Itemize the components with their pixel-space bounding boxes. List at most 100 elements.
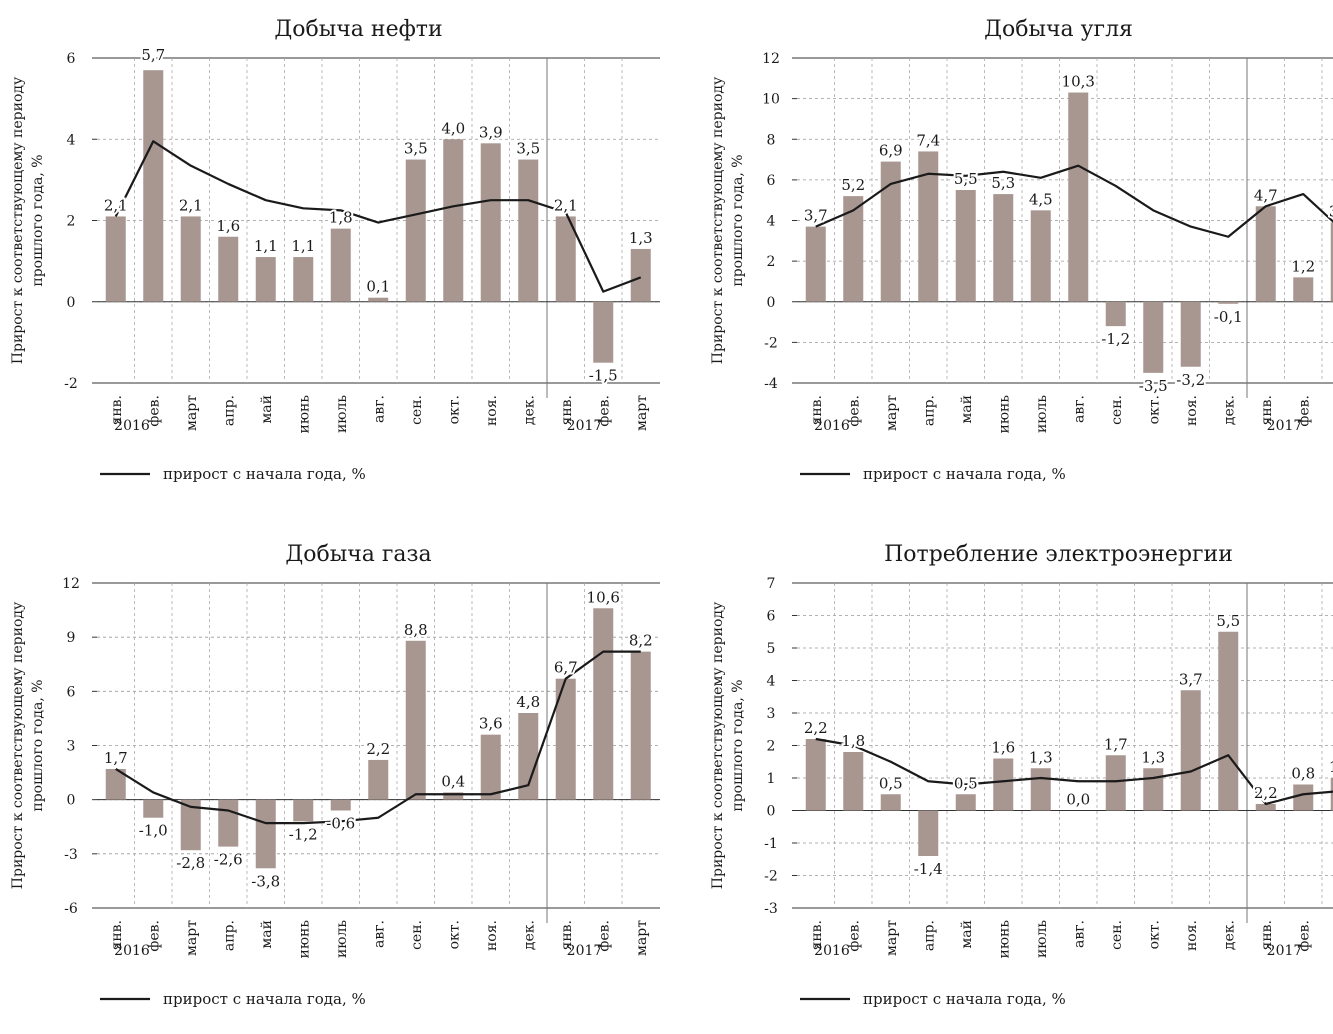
data-label: 8,8 [404, 621, 428, 639]
x-tick-label: апр. [221, 395, 237, 426]
year-label: 2016 [814, 943, 850, 959]
bar [180, 216, 201, 302]
y-tick-label: 4 [767, 674, 776, 690]
chart-svg: Добыча нефти Прирост к соответствующему п… [10, 17, 660, 483]
bar [143, 799, 164, 818]
x-tick-label: авг. [371, 395, 387, 423]
bar [255, 799, 276, 869]
x-tick-label: фев. [1296, 395, 1312, 427]
y-tick-label: 2 [767, 739, 776, 755]
y-tick-label: -2 [764, 335, 778, 351]
y-tick-label: 3 [67, 739, 76, 755]
x-tick-label: сен. [1109, 395, 1125, 425]
chart-svg: Добыча газа Прирост к соответствующему пе… [10, 542, 660, 1008]
bar [593, 608, 614, 800]
data-label: 3,9 [1329, 203, 1333, 221]
y-tick-label: 1 [767, 771, 776, 787]
data-label: 5,3 [991, 174, 1015, 192]
x-tick-label: июль [334, 395, 350, 433]
x-tick-label: фев. [1296, 920, 1312, 952]
y-tick-label: 6 [67, 684, 76, 700]
data-label: -0,6 [326, 815, 355, 833]
data-label: 1,1 [291, 237, 315, 255]
x-tick-label: апр. [221, 920, 237, 951]
data-label: 5,2 [841, 176, 865, 194]
data-label: -1,5 [589, 367, 618, 385]
data-label: 0,4 [441, 772, 465, 790]
data-label: 2,2 [804, 719, 828, 737]
chart-panel-gas: Добыча газа Прирост к соответствующему пе… [0, 525, 666, 1034]
data-label: 5,7 [141, 46, 165, 64]
bar [405, 159, 426, 302]
bar [1030, 768, 1051, 811]
data-label: 1,8 [841, 732, 865, 750]
bar [330, 228, 351, 302]
x-tick-label: авг. [371, 920, 387, 948]
chart-title: Добыча газа [285, 542, 431, 567]
data-label: 1,6 [991, 739, 1015, 757]
data-label: 1,3 [1141, 748, 1165, 766]
data-label: 10,6 [587, 588, 620, 606]
x-tick-label: июль [1034, 920, 1050, 958]
y-tick-label: 4 [767, 214, 776, 230]
bar [1255, 804, 1276, 811]
bar [555, 216, 576, 302]
data-label: 5,5 [954, 170, 978, 188]
y-tick-label: 0 [67, 295, 76, 311]
bar [918, 810, 939, 856]
bar [1218, 301, 1239, 304]
y-tick-label: 5 [767, 641, 776, 657]
data-label: -2,6 [214, 851, 243, 869]
bar [218, 799, 239, 847]
x-tick-label: апр. [921, 395, 937, 426]
chart-svg: Добыча угля Прирост к соответствующему пе… [710, 17, 1333, 483]
data-label: 4,7 [1254, 186, 1278, 204]
y-tick-label: -2 [764, 869, 778, 885]
y-tick-label: 0 [767, 295, 776, 311]
bar [1330, 222, 1333, 302]
x-tick-label: март [184, 920, 200, 956]
x-tick-label: апр. [921, 920, 937, 951]
data-label: -3,8 [251, 872, 280, 890]
bar [1143, 768, 1164, 811]
data-label: 1,2 [1291, 257, 1315, 275]
series-line [815, 164, 1333, 238]
bar [843, 196, 864, 302]
bar [630, 651, 651, 800]
chart-panel-coal: Добыча угля Прирост к соответствующему пе… [700, 0, 1333, 509]
bar [555, 678, 576, 800]
x-tick-label: дек. [1221, 395, 1237, 425]
y-axis-label-line1: Прирост к соответствующему периоду [10, 601, 26, 889]
legend-label: прирост с начала года, % [863, 990, 1066, 1008]
x-tick-label: март [184, 395, 200, 431]
bar [1143, 301, 1164, 373]
x-tick-label: дек. [521, 395, 537, 425]
bar [955, 794, 976, 811]
y-axis-label-line1: Прирост к соответствующему периоду [10, 76, 26, 364]
data-label: 4,0 [441, 119, 465, 137]
bar [1105, 755, 1126, 811]
data-label: -0,1 [1214, 308, 1243, 326]
bar [293, 257, 314, 302]
chart-title: Добыча угля [984, 17, 1133, 42]
bar [368, 297, 389, 302]
x-tick-label: март [884, 395, 900, 431]
x-tick-label: ноя. [484, 920, 500, 951]
y-tick-label: 8 [767, 132, 776, 148]
bar [880, 161, 901, 302]
x-tick-label: июнь [296, 395, 312, 434]
chart-svg: Потребление электроэнергии Прирост к соот… [710, 542, 1333, 1008]
data-label: 0,8 [1291, 765, 1315, 783]
data-label: 3,9 [479, 123, 503, 141]
data-label: -1,0 [139, 822, 168, 840]
x-tick-label: янв. [109, 920, 125, 951]
bar [805, 226, 826, 302]
bar [443, 792, 464, 800]
x-tick-label: март [884, 920, 900, 956]
bar [1068, 92, 1089, 302]
x-tick-label: дек. [1221, 920, 1237, 950]
data-label: 3,7 [804, 207, 828, 225]
data-label: 1,8 [329, 209, 353, 227]
bar [105, 768, 126, 800]
bar [180, 799, 201, 851]
